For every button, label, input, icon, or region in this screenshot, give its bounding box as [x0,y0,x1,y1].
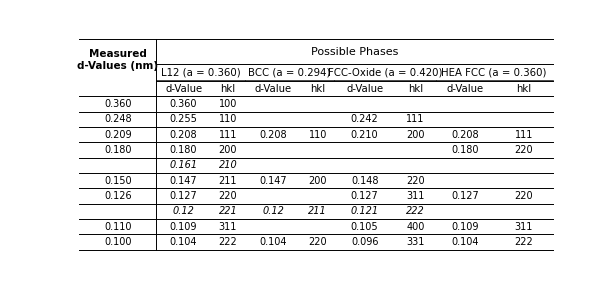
Text: HEA FCC (a = 0.360): HEA FCC (a = 0.360) [442,67,547,78]
Text: 0.150: 0.150 [104,176,132,186]
Text: 100: 100 [219,99,237,109]
Text: 311: 311 [407,191,425,201]
Text: 210: 210 [218,160,237,170]
Text: 0.127: 0.127 [170,191,197,201]
Text: 222: 222 [406,206,425,216]
Text: 0.109: 0.109 [451,222,479,232]
Text: 0.180: 0.180 [170,145,197,155]
Text: 222: 222 [218,237,237,247]
Text: 0.109: 0.109 [170,222,197,232]
Text: 0.209: 0.209 [104,130,132,140]
Text: 0.242: 0.242 [351,114,378,124]
Text: 220: 220 [309,237,327,247]
Text: 111: 111 [407,114,425,124]
Text: 220: 220 [514,191,533,201]
Text: 0.12: 0.12 [173,206,194,216]
Text: 221: 221 [218,206,237,216]
Text: 0.110: 0.110 [104,222,132,232]
Text: FCC-Oxide (a = 0.420): FCC-Oxide (a = 0.420) [328,67,442,78]
Text: 311: 311 [515,222,533,232]
Text: 0.360: 0.360 [104,99,132,109]
Text: hkl: hkl [310,83,325,93]
Text: 222: 222 [514,237,533,247]
Text: 220: 220 [514,145,533,155]
Text: 311: 311 [219,222,237,232]
Text: 331: 331 [407,237,425,247]
Text: 0.208: 0.208 [170,130,197,140]
Text: 110: 110 [309,130,327,140]
Text: 0.180: 0.180 [451,145,479,155]
Text: Measured
d-Values (nm): Measured d-Values (nm) [77,49,159,71]
Text: 211: 211 [218,176,237,186]
Text: 0.210: 0.210 [351,130,378,140]
Text: 111: 111 [515,130,533,140]
Text: 200: 200 [309,176,327,186]
Text: 0.208: 0.208 [451,130,479,140]
Text: hkl: hkl [220,83,236,93]
Text: 0.180: 0.180 [104,145,132,155]
Text: 0.100: 0.100 [104,237,132,247]
Text: 0.121: 0.121 [351,206,379,216]
Text: d-Value: d-Value [446,83,484,93]
Text: 0.126: 0.126 [104,191,132,201]
Text: hkl: hkl [408,83,423,93]
Text: 0.360: 0.360 [170,99,197,109]
Text: 0.105: 0.105 [351,222,378,232]
Text: hkl: hkl [516,83,531,93]
Text: 0.104: 0.104 [451,237,479,247]
Text: 211: 211 [308,206,327,216]
Text: 0.096: 0.096 [351,237,378,247]
Text: 0.208: 0.208 [260,130,287,140]
Text: 0.148: 0.148 [351,176,378,186]
Text: 220: 220 [407,176,425,186]
Text: 220: 220 [218,191,237,201]
Text: 0.147: 0.147 [260,176,287,186]
Text: 200: 200 [407,130,425,140]
Text: 0.255: 0.255 [170,114,197,124]
Text: d-Value: d-Value [346,83,383,93]
Text: L12 (a = 0.360): L12 (a = 0.360) [161,67,240,78]
Text: 111: 111 [219,130,237,140]
Text: BCC (a = 0.294): BCC (a = 0.294) [248,67,331,78]
Text: 200: 200 [218,145,237,155]
Text: 0.104: 0.104 [170,237,197,247]
Text: 0.147: 0.147 [170,176,197,186]
Text: d-Value: d-Value [165,83,202,93]
Text: d-Value: d-Value [255,83,292,93]
Text: 0.248: 0.248 [104,114,132,124]
Text: 110: 110 [219,114,237,124]
Text: Possible Phases: Possible Phases [311,47,398,57]
Text: 0.104: 0.104 [260,237,287,247]
Text: 0.127: 0.127 [451,191,479,201]
Text: 0.161: 0.161 [170,160,197,170]
Text: 400: 400 [407,222,425,232]
Text: 0.12: 0.12 [263,206,284,216]
Text: 0.127: 0.127 [351,191,378,201]
